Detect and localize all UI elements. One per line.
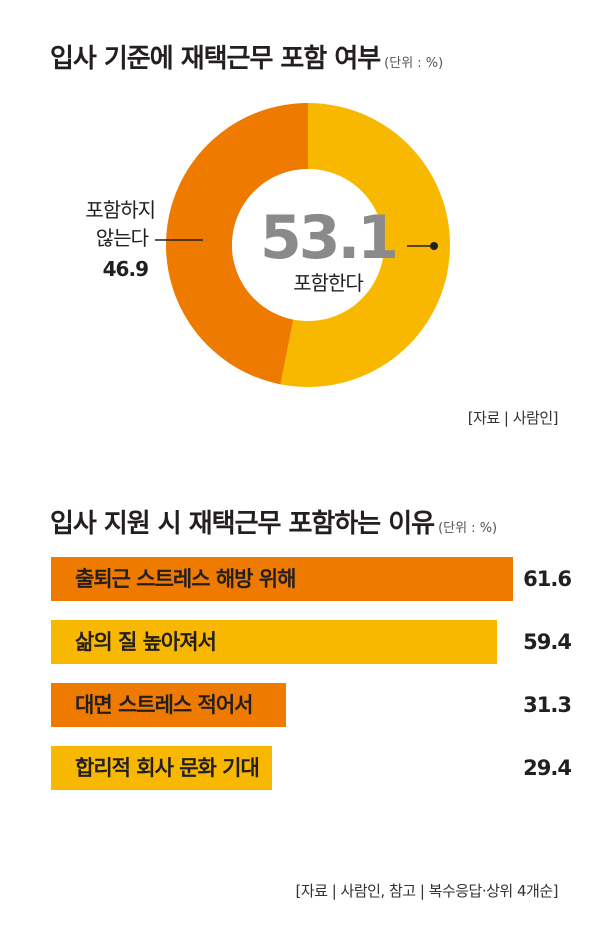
- bar-row: 합리적 회사 문화 기대 29.4: [51, 746, 572, 790]
- bar: [51, 557, 513, 601]
- bar-value-label: 59.4: [523, 630, 572, 654]
- center-value-label: 53.1: [260, 203, 396, 273]
- bar: [51, 746, 272, 790]
- include-leader-dot: [430, 242, 438, 250]
- bar-category-label: 출퇴근 스트레스 해방 위해: [75, 567, 296, 591]
- bar: [51, 683, 286, 727]
- bar-category-label: 합리적 회사 문화 기대: [75, 756, 260, 780]
- exclude-label-line1: 포함하지: [85, 198, 155, 222]
- bar-value-label: 31.3: [523, 693, 572, 717]
- center-category-label: 포함한다: [293, 271, 363, 295]
- exclude-label-line2: 않는다: [96, 226, 149, 250]
- donut-hole: [232, 169, 384, 321]
- bar-chart-title: 입사 지원 시 재택근무 포함하는 이유 (단위 : %): [50, 509, 498, 539]
- bar: [51, 620, 497, 664]
- bar-unit-label: (단위 : %): [438, 521, 498, 536]
- bar-value-label: 29.4: [523, 756, 572, 780]
- donut-chart-title: 입사 기준에 재택근무 포함 여부 (단위 : %): [50, 44, 444, 74]
- bar-row: 대면 스트레스 적어서 31.3: [51, 683, 572, 727]
- bar-row: 삶의 질 높아져서 59.4: [51, 620, 572, 664]
- donut-chart: 53.1 포함한다 포함하지 않는다 46.9: [85, 103, 450, 387]
- bar-row: 출퇴근 스트레스 해방 위해 61.6: [51, 557, 572, 601]
- bar-source: [자료 | 사람인, 참고 | 복수응답·상위 4개순]: [295, 882, 558, 900]
- donut-unit-label: (단위 : %): [384, 56, 444, 71]
- slice-exclude: [165, 103, 308, 385]
- bar-category-label: 삶의 질 높아져서: [75, 630, 217, 654]
- donut-source: [자료 | 사람인]: [467, 409, 559, 427]
- exclude-value-label: 46.9: [103, 257, 148, 281]
- bar-value-label: 61.6: [523, 567, 572, 591]
- bar-category-label: 대면 스트레스 적어서: [75, 693, 254, 717]
- slice-include: [280, 103, 450, 387]
